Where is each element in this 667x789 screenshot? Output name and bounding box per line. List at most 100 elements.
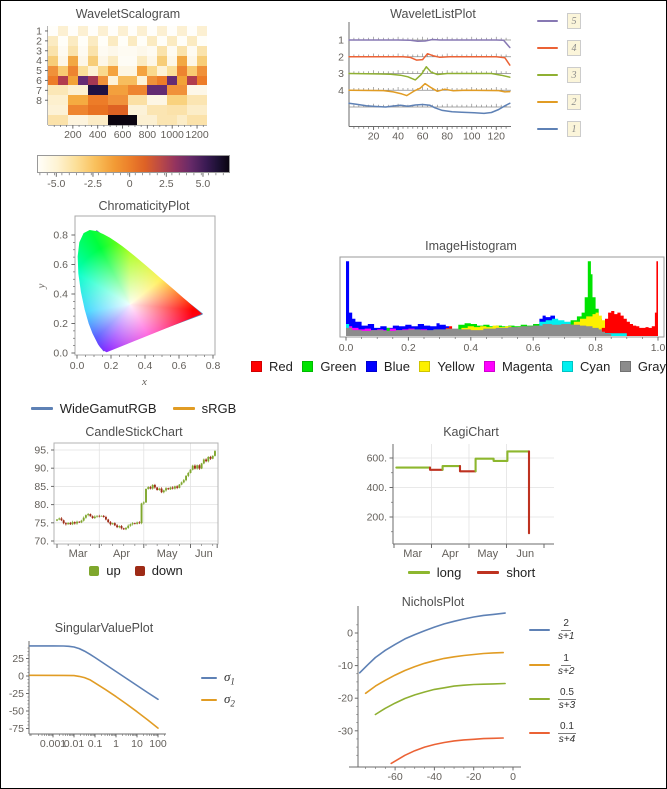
y-tick-label: 0 xyxy=(347,628,353,640)
candle-body xyxy=(78,521,81,523)
candle-body xyxy=(109,522,112,525)
blue-swatch xyxy=(365,361,377,372)
heatmap-cell xyxy=(157,26,168,36)
heatmap-cell xyxy=(97,65,108,76)
chromaticity-xaxis-label: x xyxy=(142,376,147,388)
candle-body xyxy=(211,455,214,459)
heatmap-cell xyxy=(137,75,148,86)
candle-body xyxy=(209,456,212,459)
heatmap-cell xyxy=(97,26,108,36)
x-tick-label: 80 xyxy=(441,131,453,143)
y-tick-label: 200. xyxy=(367,512,387,524)
heatmap-cell xyxy=(97,55,108,66)
heatmap-cell xyxy=(197,35,207,46)
gray-swatch xyxy=(619,361,631,372)
heatmap-cell xyxy=(48,65,58,76)
heatmap-cell xyxy=(97,75,108,86)
x-tick-label: 0.4 xyxy=(138,360,153,372)
legend-item-gray: Gray xyxy=(619,359,666,374)
y-tick-label: 0 xyxy=(18,671,24,683)
wavelet-series-3 xyxy=(348,66,511,81)
widegamut-label: WideGamutRGB xyxy=(59,401,157,416)
heatmap-cell xyxy=(87,115,98,126)
x-tick-label: 1000 xyxy=(161,129,185,141)
candle-body xyxy=(145,488,147,503)
heatmap-cell xyxy=(147,35,158,46)
x-tick-label: 120 xyxy=(488,131,506,143)
kagi-long-segment xyxy=(441,465,462,471)
month-label: Mar xyxy=(69,548,88,560)
wavelet-scalogram-heatmap xyxy=(48,26,207,126)
heatmap-cell xyxy=(87,95,108,106)
heatmap-cell xyxy=(147,85,168,96)
candle-body xyxy=(60,518,63,521)
y-tick-label: 70. xyxy=(34,536,49,548)
heatmap-cell xyxy=(157,75,168,86)
sigma2-legend-item: σ2 xyxy=(201,691,235,709)
heatmap-cell xyxy=(137,115,148,126)
y-tick-label: 90. xyxy=(34,463,49,475)
heatmap-cell xyxy=(187,35,198,46)
heatmap-cell xyxy=(187,65,198,76)
candle-body xyxy=(180,482,183,485)
nichols-series-3 xyxy=(374,682,506,716)
heatmap-cell xyxy=(127,95,148,106)
candle-body xyxy=(194,465,196,469)
heatmap-cell xyxy=(48,55,58,66)
heatmap-cell xyxy=(107,105,128,116)
candle-body xyxy=(120,526,123,529)
x-tick-label: 40 xyxy=(392,131,404,143)
heatmap-cell xyxy=(197,65,207,76)
sigma1-legend-item: σ1 xyxy=(201,669,235,687)
candle-body xyxy=(140,503,143,524)
y-tick-label: 25 xyxy=(12,653,24,665)
heatmap-cell xyxy=(67,105,88,116)
tf2-swatch xyxy=(529,663,550,667)
y-tick-label: 95. xyxy=(34,445,49,457)
heatmap-cell xyxy=(87,85,108,96)
x-tick-label: 60 xyxy=(417,131,429,143)
tf3-label: 0.5 s+3 xyxy=(558,687,576,711)
heatmap-cell xyxy=(48,26,58,36)
candle-body xyxy=(138,522,141,524)
heatmap-cell xyxy=(137,45,148,56)
sigma2-label: σ2 xyxy=(224,691,235,709)
heatmap-row xyxy=(48,26,207,36)
heatmap-cell xyxy=(107,55,118,66)
month-label: Apr xyxy=(113,548,130,560)
chromaticity-legend: WideGamutRGB sRGB xyxy=(26,401,241,416)
heatmap-cell xyxy=(147,55,158,66)
heatmap-cell xyxy=(67,115,78,126)
candle-body xyxy=(84,515,87,518)
wavelet-series-2 xyxy=(348,82,511,97)
series-3-swatch xyxy=(537,73,558,77)
candle-body xyxy=(191,465,194,470)
heatmap-cell xyxy=(67,55,78,66)
candle-body xyxy=(189,469,192,473)
colorbar-tick-label: 0 xyxy=(127,178,133,190)
month-label: Apr xyxy=(442,548,459,560)
candle-body xyxy=(58,518,61,520)
heatmap-cell xyxy=(97,35,108,46)
heatmap-cell xyxy=(87,75,98,86)
heatmap-cell xyxy=(67,26,78,36)
heatmap-row xyxy=(48,65,207,76)
up-swatch xyxy=(89,565,100,576)
candle-body xyxy=(62,520,65,524)
heatmap-cell xyxy=(127,75,138,86)
candle-body xyxy=(165,488,167,491)
blue-label: Blue xyxy=(383,359,410,374)
heatmap-cell xyxy=(67,65,78,76)
month-label: Jun xyxy=(195,548,213,560)
series-5-key: 5 xyxy=(567,13,581,29)
y-tick-label: -10 xyxy=(338,660,353,672)
candle-body xyxy=(111,523,114,525)
heatmap-cell xyxy=(197,115,207,126)
y-tick-label: 0.0 xyxy=(53,348,68,360)
candle-body xyxy=(142,502,145,504)
candle-body xyxy=(93,516,96,519)
heatmap-cell xyxy=(187,75,198,86)
heatmap-cell xyxy=(167,35,178,46)
heatmap-cell xyxy=(147,65,158,76)
